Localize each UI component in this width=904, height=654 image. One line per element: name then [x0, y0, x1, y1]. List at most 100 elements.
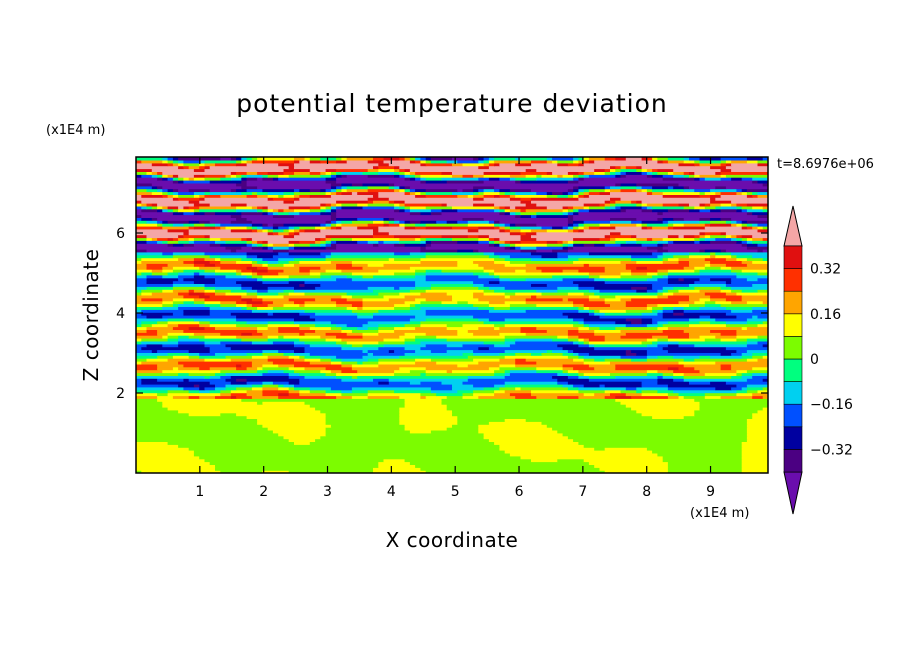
field-cell — [720, 159, 727, 164]
colorbar-swatch — [783, 313, 803, 337]
field-cell — [193, 280, 216, 284]
field-cell — [320, 211, 332, 216]
field-cell — [146, 277, 179, 282]
field-cell — [320, 237, 327, 241]
field-cell — [452, 294, 474, 299]
field-cell — [694, 358, 748, 362]
field-cell — [183, 165, 190, 170]
field-cell — [652, 320, 658, 325]
field-cell — [183, 243, 195, 247]
field-cell — [741, 205, 753, 210]
field-cell — [494, 237, 500, 241]
field-cell — [746, 257, 764, 261]
field-cell — [631, 271, 648, 276]
field-cell — [746, 188, 768, 193]
field-cell — [288, 165, 295, 170]
field-cell — [157, 188, 163, 193]
field-cell — [725, 162, 732, 167]
field-cell — [409, 309, 427, 313]
field-cell — [420, 211, 432, 216]
field-cell — [409, 168, 527, 172]
field-cell — [488, 237, 495, 241]
field-cell — [478, 424, 548, 428]
field-cell — [588, 205, 606, 210]
field-cell — [188, 349, 211, 353]
field-cell — [488, 346, 564, 351]
field-cell — [272, 254, 327, 259]
field-cell — [499, 243, 506, 247]
field-cell — [320, 358, 332, 362]
field-cell — [704, 234, 711, 239]
field-cell — [652, 274, 664, 279]
field-cell — [741, 447, 768, 451]
field-cell — [720, 157, 748, 161]
colorbar-tick-label: 0 — [810, 352, 819, 368]
field-cell — [193, 223, 205, 227]
field-cell — [446, 404, 627, 408]
field-cell — [504, 349, 548, 353]
field-cell — [678, 395, 685, 399]
field-cell — [330, 194, 374, 198]
field-cell — [283, 352, 295, 356]
field-cell — [425, 194, 458, 198]
field-cell — [604, 188, 611, 193]
field-cell — [520, 248, 537, 253]
field-cell — [157, 237, 169, 241]
field-cell — [399, 185, 406, 190]
field-cell — [573, 188, 579, 193]
field-cell — [615, 157, 627, 161]
field-cell — [504, 317, 574, 322]
field-cell — [588, 289, 600, 293]
field-cell — [151, 174, 158, 178]
field-cell — [567, 248, 658, 253]
field-cell — [246, 180, 327, 184]
field-cell — [488, 421, 543, 425]
field-cell — [483, 217, 569, 221]
field-cell — [299, 231, 374, 236]
field-cell — [604, 312, 643, 316]
field-cell — [373, 228, 379, 233]
field-cell — [399, 418, 458, 422]
field-cell — [615, 182, 622, 187]
field-cell — [536, 231, 611, 236]
field-cell — [383, 458, 406, 463]
field-cell — [452, 412, 643, 417]
field-cell — [188, 292, 206, 296]
field-cell — [309, 269, 327, 273]
field-cell — [404, 220, 411, 224]
field-cell — [283, 263, 295, 267]
field-cell — [615, 320, 632, 325]
field-cell — [404, 188, 411, 193]
field-cell — [525, 297, 564, 302]
field-cell — [610, 303, 627, 307]
field-cell — [151, 323, 169, 328]
field-cell — [667, 280, 695, 284]
field-cell — [515, 214, 522, 218]
field-cell — [557, 174, 564, 178]
field-cell — [494, 157, 516, 161]
field-cell — [599, 326, 616, 330]
field-cell — [162, 401, 258, 405]
field-cell — [562, 366, 574, 371]
field-cell — [309, 315, 358, 319]
field-cell — [488, 254, 500, 259]
field-cell — [357, 369, 395, 374]
field-cell — [599, 223, 611, 227]
field-cell — [215, 223, 221, 227]
field-cell — [741, 208, 748, 213]
field-cell — [731, 366, 753, 371]
field-cell — [193, 332, 221, 336]
field-cell — [378, 461, 411, 465]
field-cell — [462, 174, 474, 178]
field-cell — [288, 386, 295, 391]
field-cell — [557, 162, 569, 167]
field-cell — [752, 254, 768, 259]
field-cell — [362, 300, 406, 305]
field-cell — [525, 300, 574, 305]
field-cell — [283, 294, 342, 299]
field-cell — [172, 211, 184, 216]
field-cell — [699, 320, 711, 325]
field-cell — [667, 320, 701, 325]
field-cell — [425, 205, 453, 210]
field-cell — [515, 162, 532, 167]
